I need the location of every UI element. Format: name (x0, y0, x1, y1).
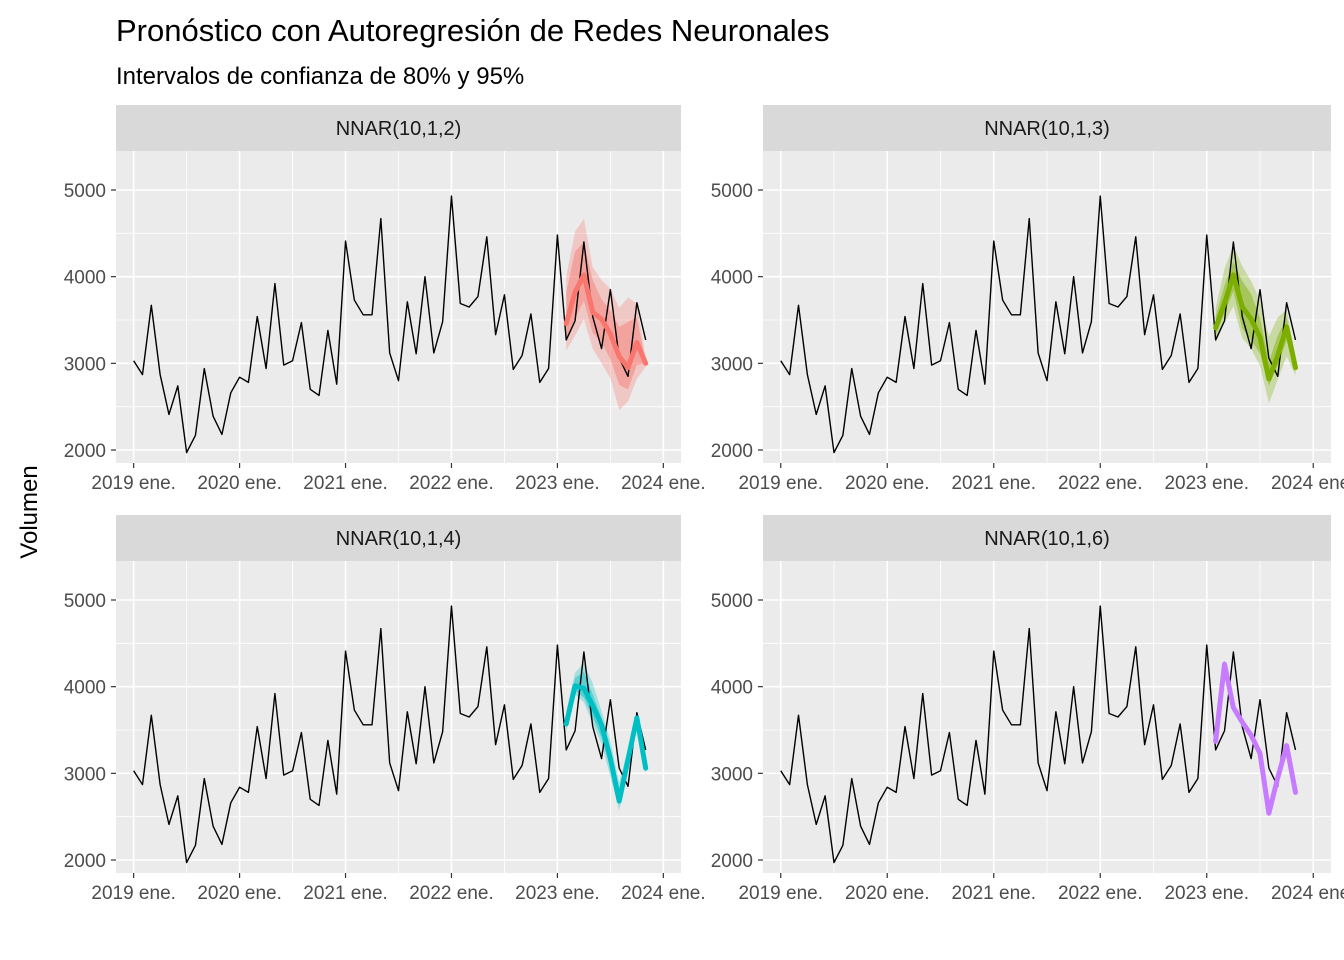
facet-strip (763, 105, 1331, 151)
x-tick-label: 2023 ene. (515, 883, 600, 904)
x-tick-label: 2021 ene. (303, 473, 388, 494)
x-tick-label: 2019 ene. (738, 883, 823, 904)
facet-strip (116, 105, 681, 151)
x-tick-label: 2021 ene. (951, 883, 1036, 904)
facet-strip-label: NNAR(10,1,4) (336, 528, 462, 550)
x-tick-label: 2019 ene. (738, 473, 823, 494)
chart-title: Pronóstico con Autoregresión de Redes Ne… (116, 13, 829, 48)
x-tick-label: 2022 ene. (1058, 473, 1143, 494)
x-tick-label: 2022 ene. (409, 883, 494, 904)
x-tick-label: 2023 ene. (1164, 883, 1249, 904)
y-axis-title: Volumen (16, 465, 43, 558)
y-tick-label: 3000 (64, 354, 106, 375)
y-tick-label: 4000 (64, 678, 106, 699)
y-tick-label: 4000 (711, 268, 753, 289)
history-line (780, 195, 1297, 454)
x-tick-label: 2023 ene. (515, 473, 600, 494)
x-tick-label: 2019 ene. (91, 473, 176, 494)
facet-strip-label: NNAR(10,1,6) (984, 528, 1110, 550)
forecast-mean-line (1213, 272, 1298, 382)
facet-strip (116, 515, 681, 561)
forecast-mean-line (563, 272, 649, 371)
y-tick-label: 2000 (711, 441, 753, 462)
facet-panel: NNAR(10,1,6) 2000 3000 4000 5000 2019 ene. 202… (711, 515, 1344, 904)
y-tick-label: 3000 (711, 354, 753, 375)
x-tick-label: 2024 ene. (1271, 883, 1344, 904)
forecast-mean-line (563, 683, 649, 804)
x-tick-label: 2021 ene. (303, 883, 388, 904)
y-tick-label: 5000 (711, 591, 753, 612)
facet-strip-label: NNAR(10,1,3) (984, 118, 1110, 140)
y-tick-label: 2000 (64, 851, 106, 872)
facet-panel: NNAR(10,1,2) 2000 3000 4000 5000 2019 ene. 202… (64, 105, 706, 494)
y-tick-label: 5000 (64, 591, 106, 612)
forecast-mean-line (1213, 661, 1298, 816)
y-tick-label: 5000 (64, 181, 106, 202)
x-tick-label: 2020 ene. (197, 883, 282, 904)
y-tick-label: 4000 (711, 678, 753, 699)
x-tick-label: 2020 ene. (845, 883, 930, 904)
y-tick-label: 2000 (64, 441, 106, 462)
facet-strip-label: NNAR(10,1,2) (336, 118, 462, 140)
x-tick-label: 2020 ene. (197, 473, 282, 494)
x-tick-label: 2024 ene. (1271, 473, 1344, 494)
x-tick-label: 2023 ene. (1164, 473, 1249, 494)
x-tick-label: 2020 ene. (845, 473, 930, 494)
history-line (780, 605, 1297, 864)
y-tick-label: 2000 (711, 851, 753, 872)
x-tick-label: 2021 ene. (951, 473, 1036, 494)
x-tick-label: 2022 ene. (409, 473, 494, 494)
y-tick-label: 3000 (64, 764, 106, 785)
facet-panel: NNAR(10,1,3) 2000 3000 4000 5000 2019 ene. 202… (711, 105, 1344, 494)
facet-strip (763, 515, 1331, 561)
facet-panel: NNAR(10,1,4) 2000 3000 4000 5000 2019 ene. 202… (64, 515, 706, 904)
facet-panels: NNAR(10,1,2) 2000 3000 4000 5000 2019 ene. 202… (64, 105, 1344, 904)
y-tick-label: 3000 (711, 764, 753, 785)
history-line (133, 195, 647, 454)
x-tick-label: 2019 ene. (91, 883, 176, 904)
y-tick-label: 4000 (64, 268, 106, 289)
chart-subtitle: Intervalos de confianza de 80% y 95% (116, 63, 524, 90)
x-tick-label: 2022 ene. (1058, 883, 1143, 904)
history-line (133, 605, 647, 864)
x-tick-label: 2024 ene. (621, 883, 706, 904)
x-tick-label: 2024 ene. (621, 473, 706, 494)
y-tick-label: 5000 (711, 181, 753, 202)
